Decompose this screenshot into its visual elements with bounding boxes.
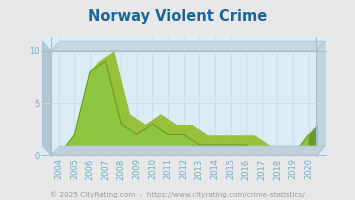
Polygon shape bbox=[51, 41, 325, 51]
Polygon shape bbox=[230, 136, 255, 145]
Polygon shape bbox=[59, 125, 83, 155]
Polygon shape bbox=[168, 125, 192, 134]
Polygon shape bbox=[137, 115, 161, 134]
Polygon shape bbox=[90, 52, 114, 72]
Polygon shape bbox=[153, 115, 177, 134]
Polygon shape bbox=[215, 136, 239, 145]
Polygon shape bbox=[59, 61, 308, 155]
Polygon shape bbox=[262, 146, 286, 155]
Text: Norway Violent Crime: Norway Violent Crime bbox=[88, 9, 267, 24]
Polygon shape bbox=[308, 125, 317, 155]
Polygon shape bbox=[121, 115, 146, 134]
Polygon shape bbox=[67, 52, 317, 146]
Polygon shape bbox=[106, 52, 130, 124]
Polygon shape bbox=[75, 62, 99, 134]
Text: © 2025 CityRating.com  -  https://www.cityrating.com/crime-statistics/: © 2025 CityRating.com - https://www.city… bbox=[50, 191, 305, 198]
Polygon shape bbox=[184, 125, 208, 145]
Polygon shape bbox=[51, 146, 325, 155]
Polygon shape bbox=[293, 125, 317, 155]
Polygon shape bbox=[246, 136, 271, 155]
Polygon shape bbox=[277, 146, 302, 155]
Polygon shape bbox=[316, 41, 325, 155]
Polygon shape bbox=[199, 136, 224, 145]
Polygon shape bbox=[42, 41, 51, 155]
